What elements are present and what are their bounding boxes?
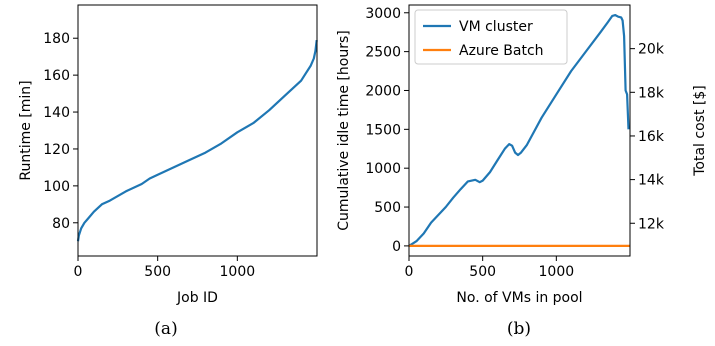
panel-b-idle-time-chart: 0 500 1000 0 500 1000 1500 2000 2500 3000 No. of V… (336, 4, 708, 339)
y-right-tick-label: 16k (638, 129, 665, 145)
x-axis-label: No. of VMs in pool (456, 290, 582, 306)
panel-caption: (b) (507, 319, 531, 339)
series-line-0 (76, 39, 318, 242)
y-tick-label: 100 (43, 179, 70, 195)
y-tick-label: 2000 (365, 83, 401, 99)
y-tick-label: 2500 (365, 45, 401, 61)
legend-label: Azure Batch (459, 43, 544, 59)
x-tick-label: 1000 (220, 264, 256, 280)
plot-frame (408, 4, 631, 257)
legend-box (414, 9, 568, 65)
panel-a-runtime-chart: 0 500 1000 80 100 120 140 160 180 Job ID Runtime [… (18, 4, 318, 339)
y-tick-label: 180 (43, 31, 70, 47)
x-tick-label: 0 (74, 264, 83, 280)
vm-cluster-line (408, 14, 630, 247)
y-right-tick-label: 18k (638, 85, 665, 101)
y-tick-label: 1500 (365, 122, 401, 138)
y-tick-label: 120 (43, 142, 70, 158)
y-tick-label: 80 (52, 216, 70, 232)
y-axis-label: Runtime [min] (18, 80, 34, 180)
x-tick-label: 500 (144, 264, 171, 280)
x-tick-label: 0 (405, 264, 414, 280)
plot-frame (77, 4, 318, 257)
y-tick-label: 3000 (365, 6, 401, 22)
y-right-axis-label: Total cost [$] (692, 85, 708, 176)
x-axis-label: Job ID (176, 290, 218, 306)
y-tick-label: 140 (43, 105, 70, 121)
x-tick-label: 1000 (539, 264, 575, 280)
y-right-tick-label: 12k (638, 216, 665, 232)
panel-caption: (a) (154, 319, 177, 339)
y-right-tick-label: 20k (638, 42, 665, 58)
y-tick-label: 0 (392, 239, 401, 255)
x-tick-label: 500 (469, 264, 496, 280)
y-tick-label: 160 (43, 68, 70, 84)
y-right-tick-label: 14k (638, 173, 665, 189)
legend-label: VM cluster (459, 19, 533, 35)
y-tick-label: 500 (374, 200, 401, 216)
y-tick-label: 1000 (365, 161, 401, 177)
y-axis-label: Cumulative idle time [hours] (336, 30, 352, 230)
